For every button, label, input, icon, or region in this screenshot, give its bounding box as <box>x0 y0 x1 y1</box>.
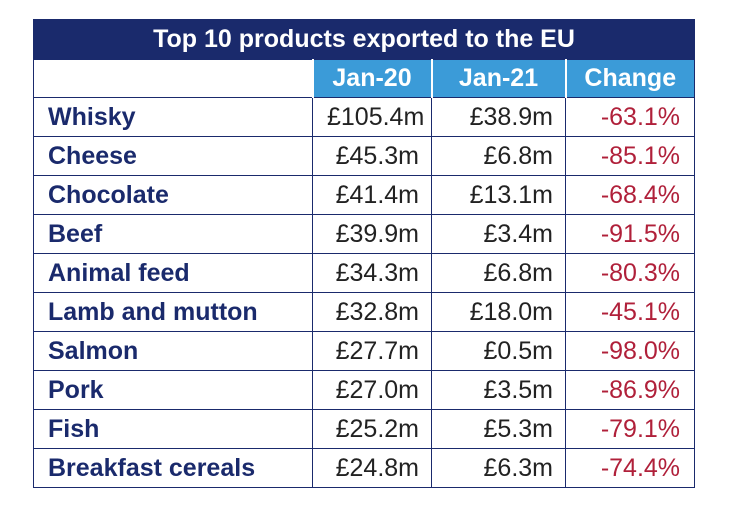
jan21-value: £6.3m <box>431 448 566 488</box>
jan21-value: £6.8m <box>431 136 566 176</box>
table-row: Fish £25.2m £5.3m -79.1% <box>33 409 696 449</box>
jan20-value: £34.3m <box>312 253 432 293</box>
change-value: -45.1% <box>564 292 696 332</box>
table-row: Cheese £45.3m £6.8m -85.1% <box>33 136 696 176</box>
jan21-value: £5.3m <box>431 409 566 449</box>
jan20-value: £27.0m <box>312 370 432 410</box>
change-value: -86.9% <box>564 370 696 410</box>
table-row: Breakfast cereals £24.8m £6.3m -74.4% <box>33 448 696 488</box>
product-name: Salmon <box>33 331 313 371</box>
jan20-value: £105.4m <box>312 97 432 137</box>
product-name: Chocolate <box>33 175 313 215</box>
jan20-value: £39.9m <box>312 214 432 254</box>
jan20-value: £32.8m <box>312 292 432 332</box>
jan21-value: £18.0m <box>431 292 566 332</box>
jan20-value: £27.7m <box>312 331 432 371</box>
table-row: Lamb and mutton £32.8m £18.0m -45.1% <box>33 292 696 332</box>
product-name: Fish <box>33 409 313 449</box>
product-name: Pork <box>33 370 313 410</box>
product-name: Whisky <box>33 97 313 137</box>
change-value: -63.1% <box>564 97 696 137</box>
change-value: -85.1% <box>564 136 696 176</box>
product-name: Animal feed <box>33 253 313 293</box>
column-header-change: Change <box>564 59 696 98</box>
change-value: -79.1% <box>564 409 696 449</box>
jan20-value: £24.8m <box>312 448 432 488</box>
column-header-row: Jan-20 Jan-21 Change <box>33 59 696 98</box>
jan21-value: £3.5m <box>431 370 566 410</box>
jan20-value: £45.3m <box>312 136 432 176</box>
table-row: Chocolate £41.4m £13.1m -68.4% <box>33 175 696 215</box>
change-value: -80.3% <box>564 253 696 293</box>
product-name: Cheese <box>33 136 313 176</box>
table-row: Pork £27.0m £3.5m -86.9% <box>33 370 696 410</box>
product-name: Beef <box>33 214 313 254</box>
table-row: Beef £39.9m £3.4m -91.5% <box>33 214 696 254</box>
product-name: Breakfast cereals <box>33 448 313 488</box>
jan20-value: £41.4m <box>312 175 432 215</box>
jan21-value: £0.5m <box>431 331 566 371</box>
jan21-value: £3.4m <box>431 214 566 254</box>
exports-table-container: Top 10 products exported to the EU Jan-2… <box>32 19 696 488</box>
change-value: -98.0% <box>564 331 696 371</box>
column-header-product <box>33 59 313 98</box>
table-row: Animal feed £34.3m £6.8m -80.3% <box>33 253 696 293</box>
jan21-value: £6.8m <box>431 253 566 293</box>
change-value: -91.5% <box>564 214 696 254</box>
change-value: -74.4% <box>564 448 696 488</box>
jan21-value: £13.1m <box>431 175 566 215</box>
column-header-jan20: Jan-20 <box>311 59 432 98</box>
table-row: Whisky £105.4m £38.9m -63.1% <box>33 97 696 137</box>
exports-table: Top 10 products exported to the EU Jan-2… <box>32 19 696 488</box>
jan21-value: £38.9m <box>431 97 566 137</box>
product-name: Lamb and mutton <box>33 292 313 332</box>
table-row: Salmon £27.7m £0.5m -98.0% <box>33 331 696 371</box>
jan20-value: £25.2m <box>312 409 432 449</box>
table-title: Top 10 products exported to the EU <box>32 19 696 60</box>
column-header-jan21: Jan-21 <box>430 59 566 98</box>
change-value: -68.4% <box>564 175 696 215</box>
